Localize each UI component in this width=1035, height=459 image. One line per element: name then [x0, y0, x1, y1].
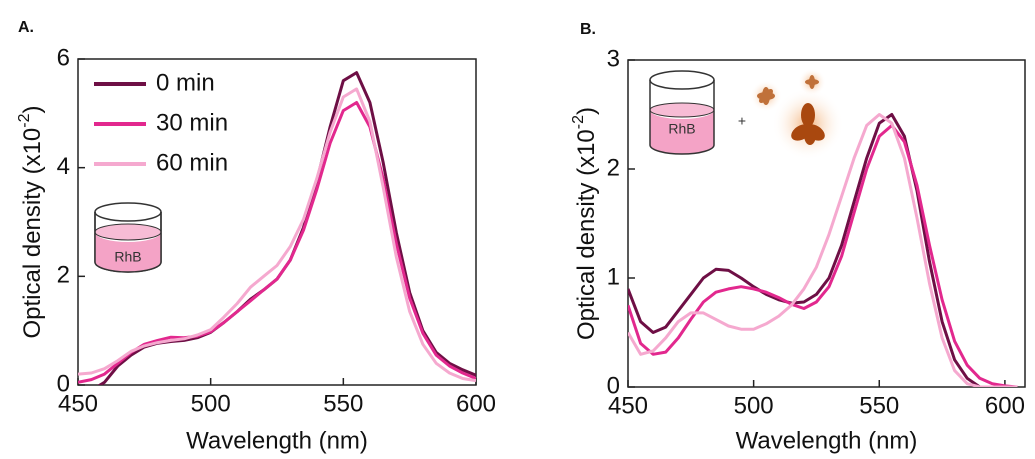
beaker-icon [649, 70, 715, 155]
data-line [628, 113, 1018, 387]
y-tick-label: 0 [607, 372, 620, 399]
x-tick-label: 450 [58, 390, 98, 417]
y-tick-label: 3 [607, 45, 620, 72]
y-axis-label: Optical density (x10-2) [570, 107, 600, 340]
annotation: + [738, 113, 746, 129]
y-tick-label: 4 [57, 153, 70, 180]
plot-frame [77, 58, 477, 386]
legend-label: 60 min [156, 149, 228, 176]
x-tick-label: 450 [608, 392, 648, 419]
x-tick-label: 600 [985, 392, 1025, 419]
panel-label: A. [18, 19, 34, 36]
legend-label: 0 min [156, 69, 215, 96]
x-tick-label: 600 [456, 390, 496, 417]
y-tick-label: 0 [57, 370, 70, 397]
annotation: RhB [668, 121, 695, 137]
panel-label: B. [580, 21, 596, 38]
data-line [628, 113, 989, 387]
y-axis-label-text: Optical density (x10 [573, 129, 600, 340]
y-axis-label-suffix: ) [573, 107, 600, 115]
y-tick-label: 2 [607, 154, 620, 181]
y-axis-label-exponent: -2 [570, 115, 587, 129]
data-line [78, 101, 476, 384]
y-axis-label-exponent: -2 [16, 113, 33, 127]
y-axis-label-suffix: ) [19, 106, 46, 114]
plot-lines [628, 113, 1018, 387]
y-axis-label: Optical density (x10-2) [16, 106, 46, 339]
x-axis-label: Wavelength (nm) [186, 427, 368, 454]
y-tick-label: 6 [57, 44, 70, 71]
beaker-icon [94, 202, 162, 273]
y-tick-label: 1 [607, 263, 620, 290]
annotation: RhB [114, 249, 141, 265]
plot-frame [627, 59, 1026, 388]
particle-icon [750, 68, 844, 160]
legend-label: 30 min [156, 109, 228, 136]
plot-lines [78, 71, 476, 385]
x-tick-label: 500 [191, 390, 231, 417]
y-axis-label-text: Optical density (x10 [19, 128, 46, 339]
data-line [78, 87, 476, 383]
x-axis-label: Wavelength (nm) [736, 427, 918, 454]
x-tick-label: 500 [734, 392, 774, 419]
y-tick-label: 2 [57, 262, 70, 289]
x-tick-label: 550 [859, 392, 899, 419]
x-tick-label: 550 [323, 390, 363, 417]
data-line [628, 123, 1018, 387]
